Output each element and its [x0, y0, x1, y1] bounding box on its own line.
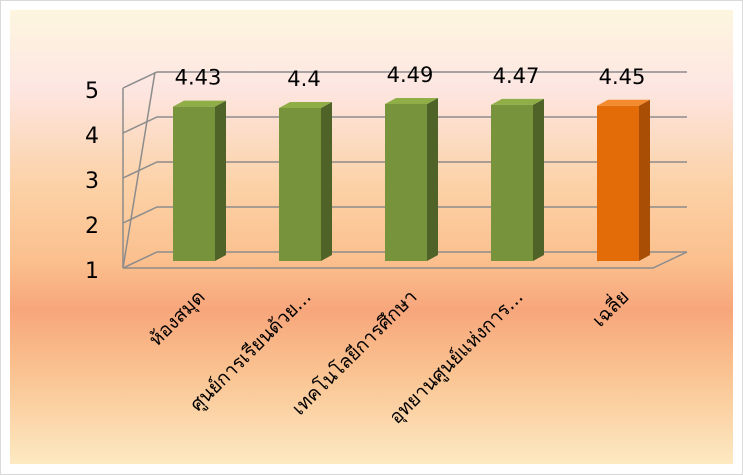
- bar-top: [385, 97, 438, 104]
- y-tick-label: 3: [85, 169, 99, 194]
- floor-edge: [123, 251, 688, 269]
- data-label: 4.4: [287, 67, 320, 91]
- y-tick-label: 4: [85, 124, 99, 149]
- x-tick-label: ห้องสมุด: [145, 286, 211, 352]
- bar-1: [173, 100, 226, 262]
- y-tick-label: 1: [85, 259, 99, 284]
- bar-4: [491, 98, 544, 261]
- bar-top: [491, 98, 544, 105]
- data-label: 4.45: [599, 65, 646, 89]
- y-tick-label: 2: [85, 214, 99, 239]
- bar-5: [597, 99, 650, 261]
- bar-front: [491, 104, 533, 261]
- bar-front: [279, 108, 321, 261]
- bar-side: [533, 98, 544, 261]
- bar-side: [215, 100, 226, 262]
- y-tick-label: 5: [85, 79, 99, 104]
- bar-2: [279, 102, 332, 261]
- bar-side: [427, 97, 438, 261]
- bar-side: [321, 102, 332, 261]
- x-axis-tick-labels: ห้องสมุดศูนย์การเรียนด้วย...เทคโนโลยีการ…: [145, 284, 634, 429]
- data-label: 4.43: [175, 66, 222, 90]
- x-tick-label: เฉลี่ย: [586, 284, 634, 332]
- bar-front: [597, 105, 639, 261]
- gridline-5: [122, 71, 687, 89]
- bar-side: [639, 99, 650, 261]
- data-label: 4.49: [387, 63, 434, 87]
- bar-3: [385, 97, 438, 261]
- bars: [173, 97, 650, 262]
- bar-top: [279, 102, 332, 108]
- y-axis-line: [122, 71, 156, 269]
- data-label: 4.47: [493, 64, 540, 88]
- bar-front: [173, 106, 215, 262]
- bar-front: [385, 103, 427, 261]
- bar-top: [597, 99, 650, 106]
- y-axis-tick-labels: 1 2 3 4 5: [85, 79, 99, 284]
- data-labels: 4.43 4.4 4.49 4.47 4.45: [175, 63, 646, 91]
- bar-top: [173, 100, 226, 107]
